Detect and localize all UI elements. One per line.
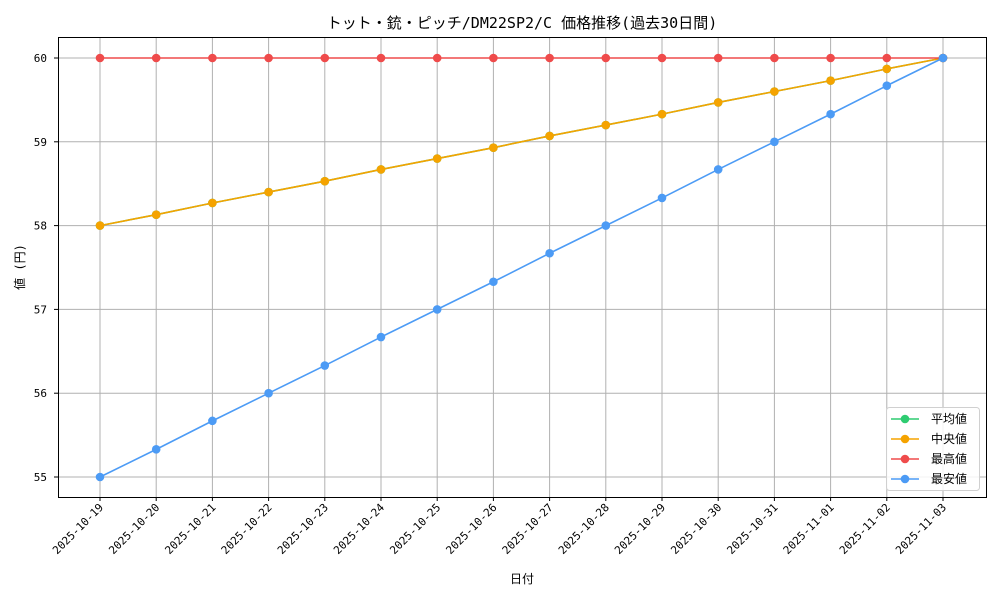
data-point <box>657 109 667 119</box>
legend-marker <box>900 434 910 444</box>
x-tick-label: 2025-10-28 <box>556 501 612 557</box>
data-point <box>151 210 161 220</box>
x-tick-label: 2025-11-01 <box>781 501 837 557</box>
x-tick-label: 2025-10-31 <box>724 501 780 557</box>
data-point <box>320 176 330 186</box>
legend-marker <box>900 454 910 464</box>
data-point <box>432 305 442 314</box>
legend-label: 最高値 <box>931 451 967 466</box>
data-point <box>432 154 442 163</box>
x-tick-label: 2025-10-24 <box>331 501 387 557</box>
x-tick-label: 2025-10-26 <box>443 501 499 557</box>
data-point <box>826 109 835 119</box>
data-point <box>376 165 386 174</box>
data-point <box>264 187 273 197</box>
x-tick-label: 2025-10-22 <box>219 501 275 557</box>
y-axis-label: 値 (円) <box>12 244 27 290</box>
legend-label: 中央値 <box>931 431 967 446</box>
legend-label: 平均値 <box>931 411 967 426</box>
data-point <box>151 445 161 454</box>
data-point <box>770 53 779 63</box>
legend-box <box>886 407 980 491</box>
data-point <box>376 332 386 342</box>
data-point <box>545 53 554 63</box>
plot-frame <box>58 37 987 498</box>
x-tick-label: 2025-10-25 <box>387 501 443 557</box>
data-point <box>489 143 498 152</box>
data-point <box>208 198 217 208</box>
data-point <box>601 53 611 63</box>
series-line <box>99 57 944 478</box>
data-point <box>713 98 723 107</box>
data-point <box>882 81 892 90</box>
y-tick-label: 55 <box>34 471 47 484</box>
series-line <box>99 57 944 227</box>
data-point <box>601 221 611 230</box>
x-tick-label: 2025-10-30 <box>668 501 724 557</box>
data-point <box>657 193 667 203</box>
data-point <box>432 53 442 63</box>
data-point <box>545 131 554 141</box>
data-point <box>882 64 892 74</box>
y-tick-label: 57 <box>34 303 47 316</box>
data-point <box>489 277 498 287</box>
y-tick-label: 58 <box>34 220 47 233</box>
data-point <box>95 53 105 63</box>
data-point <box>826 76 835 85</box>
series-最安値 <box>95 53 948 482</box>
data-point <box>826 53 835 63</box>
data-point <box>264 53 273 63</box>
legend-label: 最安値 <box>931 471 967 486</box>
data-point <box>208 53 217 63</box>
x-tick-label: 2025-11-03 <box>893 501 949 557</box>
data-point <box>713 53 723 63</box>
y-axis-ticks: 55 56 57 58 59 60 <box>34 52 58 484</box>
data-point <box>713 165 723 174</box>
x-tick-label: 2025-10-19 <box>50 501 106 557</box>
data-point <box>95 221 105 230</box>
data-point <box>882 53 892 63</box>
data-point <box>376 53 386 63</box>
y-tick-label: 60 <box>34 52 47 65</box>
x-tick-label: 2025-10-29 <box>612 501 668 557</box>
chart-title: トット・銃・ピッチ/DM22SP2/C 価格推移(過去30日間) <box>327 14 717 32</box>
data-point <box>489 53 498 63</box>
x-tick-label: 2025-10-23 <box>275 501 331 557</box>
data-point <box>151 53 161 63</box>
x-tick-label: 2025-10-21 <box>162 501 218 557</box>
data-point <box>264 388 273 398</box>
series-lines <box>95 53 948 482</box>
legend-marker <box>900 474 910 484</box>
data-point <box>320 361 330 370</box>
data-point <box>657 53 667 63</box>
data-point <box>770 87 779 96</box>
legend-marker <box>900 414 910 424</box>
data-point <box>938 53 948 63</box>
x-tick-label: 2025-10-27 <box>500 501 556 557</box>
x-axis-ticks: 2025-10-19 2025-10-20 2025-10-21 2025-10-22… <box>50 497 949 557</box>
series-最高値 <box>95 53 948 63</box>
y-tick-label: 59 <box>34 136 47 149</box>
data-point <box>770 137 779 147</box>
data-point <box>208 416 217 426</box>
x-axis-label: 日付 <box>510 572 534 586</box>
data-point <box>545 248 554 258</box>
data-point <box>320 53 330 63</box>
y-tick-label: 56 <box>34 387 47 400</box>
x-tick-label: 2025-10-20 <box>106 501 162 557</box>
x-tick-label: 2025-11-02 <box>837 501 893 557</box>
data-point <box>601 120 611 130</box>
data-point <box>95 472 105 482</box>
